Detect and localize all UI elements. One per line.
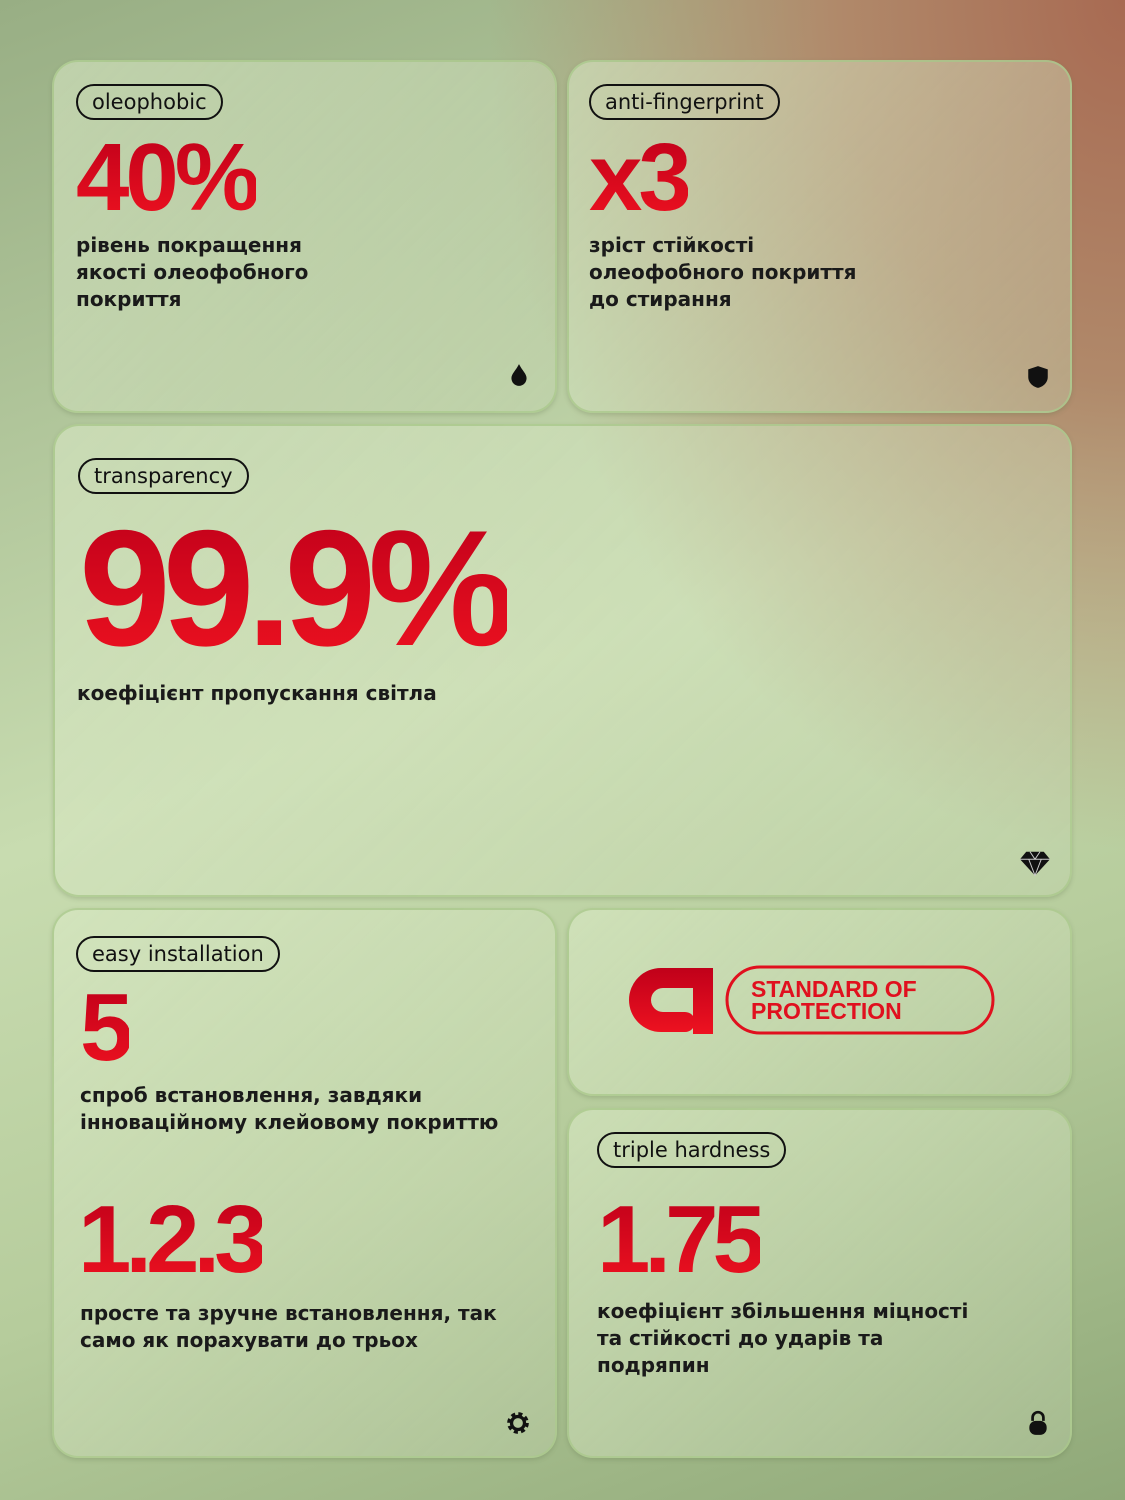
- lock-icon: [1029, 1410, 1047, 1435]
- stat-value: 99.9%: [79, 496, 515, 680]
- tag: triple hardness: [597, 1132, 787, 1168]
- card-transparency: transparency 99.9% коефіцієнт пропусканн…: [53, 424, 1072, 897]
- brand-logo-text: STANDARD OF PROTECTION: [751, 976, 917, 1024]
- stat-value: 5: [80, 974, 133, 1081]
- stat-description: коефіцієнт збільшення міцності та стійко…: [597, 1299, 969, 1377]
- stat-description: коефіцієнт пропускання світла: [77, 681, 437, 705]
- stat-description: рівень покращення якості олеофобного пок…: [76, 233, 309, 311]
- stat-value: 1.75: [597, 1186, 766, 1293]
- card-triple-hardness: triple hardness 1.75 коефіцієнт збільшен…: [567, 1108, 1072, 1458]
- shield-icon: [1028, 366, 1048, 388]
- card-anti-fingerprint: anti-fingerprint x3 зріст стійкості олео…: [567, 60, 1072, 413]
- drop-icon: [511, 364, 527, 386]
- stat-value: x3: [589, 124, 692, 231]
- stat-description: спроб встановлення, завдяки інноваційном…: [80, 1083, 499, 1134]
- card-logo: STANDARD OF PROTECTION: [567, 908, 1072, 1096]
- brand-logo: [629, 965, 995, 1035]
- stat-value-secondary: 1.2.3: [78, 1186, 267, 1293]
- card-oleophobic: oleophobic 40% рівень покращення якості …: [52, 60, 557, 413]
- gear-icon: [507, 1412, 529, 1434]
- tag: oleophobic: [76, 84, 223, 120]
- stat-description: зріст стійкості олеофобного покриття до …: [589, 233, 857, 311]
- stat-value: 40%: [76, 124, 260, 231]
- diamond-icon: [1020, 851, 1050, 876]
- stat-description-secondary: просте та зручне встановлення, так само …: [80, 1301, 497, 1352]
- card-easy-installation: easy installation 5 спроб встановлення, …: [52, 908, 557, 1458]
- tag: easy installation: [76, 936, 280, 972]
- tag: transparency: [78, 458, 249, 494]
- tag: anti-fingerprint: [589, 84, 780, 120]
